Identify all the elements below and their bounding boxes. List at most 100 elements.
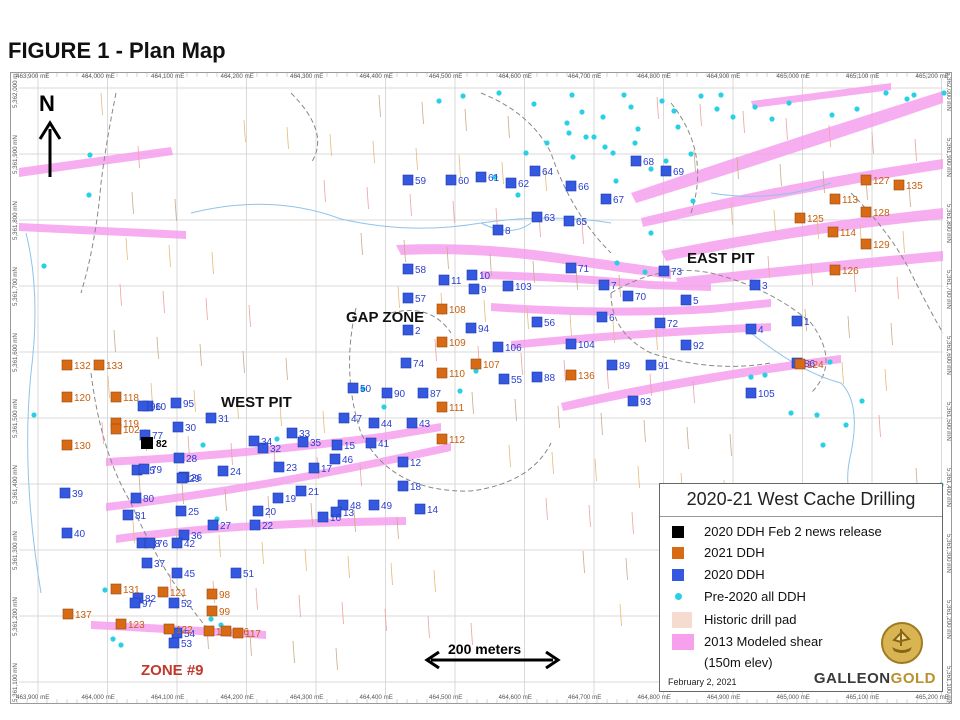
hole-marker bbox=[417, 387, 429, 399]
drill-trace bbox=[248, 304, 251, 328]
hole-marker bbox=[745, 387, 757, 399]
pre-2020-hole bbox=[496, 90, 502, 96]
area-label: ZONE #9 bbox=[141, 662, 204, 679]
easting-label: 464,700 mE bbox=[568, 73, 601, 80]
drill-hole-2020: 34 bbox=[248, 435, 273, 448]
hole-marker bbox=[168, 597, 180, 609]
drill-hole-2020: 67 bbox=[600, 193, 625, 206]
drill-trace bbox=[452, 200, 455, 224]
figure-title: FIGURE 1 - Plan Map bbox=[8, 38, 226, 63]
pre-2020-hole bbox=[829, 112, 835, 118]
hole-marker bbox=[475, 171, 487, 183]
hole-marker bbox=[630, 155, 642, 167]
drill-hole-2020: 90 bbox=[381, 387, 406, 400]
drill-hole-2020: 97 bbox=[129, 597, 154, 610]
hole-label: 126 bbox=[842, 266, 859, 277]
pre-2020-hole bbox=[883, 90, 889, 96]
pre-2020-hole bbox=[843, 422, 849, 428]
drill-hole-2020: 61 bbox=[475, 171, 500, 184]
pre-2020-hole bbox=[460, 93, 466, 99]
hole-marker bbox=[436, 336, 448, 348]
drill-hole-2021: 120 bbox=[61, 391, 91, 404]
drill-hole-2021: 128 bbox=[860, 206, 890, 219]
pre-2020-hole bbox=[671, 108, 677, 114]
hole-label: 128 bbox=[873, 208, 890, 219]
drill-trace bbox=[816, 216, 819, 240]
galleon-logo-icon bbox=[881, 622, 923, 664]
northing-label: 5,361,300 mN bbox=[12, 531, 19, 570]
hole-label: 108 bbox=[449, 305, 466, 316]
road-outline bbox=[390, 310, 452, 334]
hole-label: 60 bbox=[458, 176, 470, 187]
hole-label: 110 bbox=[449, 369, 465, 380]
drill-hole-2020: 62 bbox=[505, 177, 530, 190]
drill-hole-2020: 65 bbox=[563, 215, 588, 228]
drill-trace bbox=[773, 209, 776, 233]
map-canvas[interactable]: 463,900 mE 463,900 mE 464,000 mE 464,000 mE… bbox=[11, 73, 951, 703]
north-arrow-head bbox=[38, 120, 62, 140]
drill-trace bbox=[544, 168, 547, 192]
drill-trace bbox=[236, 396, 239, 420]
drill-trace bbox=[279, 403, 282, 427]
hole-marker bbox=[606, 359, 618, 371]
drill-hole-2021: 124 bbox=[794, 358, 824, 371]
drill-trace bbox=[890, 322, 893, 346]
stream-line bbox=[190, 203, 612, 229]
drill-trace bbox=[545, 497, 548, 521]
hole-label: 64 bbox=[542, 167, 554, 178]
drill-hole-2020: 39 bbox=[59, 487, 84, 500]
pre-2020-hole bbox=[648, 166, 654, 172]
northing-label: 5,361,900 mN bbox=[945, 138, 951, 177]
hole-label: 99 bbox=[219, 607, 231, 618]
drill-hole-2020: 105 bbox=[745, 387, 775, 400]
hole-label: 9 bbox=[481, 285, 487, 296]
drill-trace bbox=[841, 361, 844, 385]
hole-marker bbox=[654, 317, 666, 329]
hole-marker bbox=[470, 358, 482, 370]
plan-map[interactable]: 463,900 mE 463,900 mE 464,000 mE 464,000 mE… bbox=[10, 72, 952, 704]
hole-marker bbox=[794, 212, 806, 224]
pre-2020-hole bbox=[515, 192, 521, 198]
pre-2020-hole bbox=[564, 120, 570, 126]
pre-2020-hole bbox=[621, 92, 627, 98]
hole-marker bbox=[62, 608, 74, 620]
hole-marker bbox=[176, 472, 188, 484]
drill-hole-2020: 14 bbox=[414, 503, 439, 516]
pre-2020-hole bbox=[200, 442, 206, 448]
hole-label: 56 bbox=[544, 318, 556, 329]
pre-2020-hole bbox=[544, 140, 550, 146]
hole-label: 105 bbox=[758, 389, 775, 400]
pre-2020-hole bbox=[610, 150, 616, 156]
drill-trace bbox=[853, 269, 856, 293]
easting-label: 464,300 mE bbox=[290, 694, 323, 701]
hole-label: 19 bbox=[285, 494, 297, 505]
northing-label: 5,361,100 mN bbox=[945, 666, 951, 703]
drill-trace bbox=[779, 163, 782, 187]
hole-label: 121 bbox=[170, 588, 187, 599]
shear-band bbox=[631, 91, 943, 203]
hole-label: 12 bbox=[410, 458, 422, 469]
hole-label: 63 bbox=[544, 213, 556, 224]
drill-trace bbox=[656, 96, 659, 120]
hole-label: 40 bbox=[74, 529, 86, 540]
pre-2020-hole bbox=[591, 134, 597, 140]
drill-hole-2020: 92 bbox=[680, 339, 705, 352]
hole-label: 120 bbox=[74, 393, 91, 404]
hole-label: 41 bbox=[378, 439, 390, 450]
drill-hole-2020: 87 bbox=[417, 387, 442, 400]
drill-hole-2021: 127 bbox=[860, 174, 890, 187]
hole-label: 50 bbox=[360, 384, 372, 395]
hole-marker bbox=[207, 519, 219, 531]
drill-trace bbox=[113, 329, 116, 353]
drill-trace bbox=[156, 336, 159, 360]
drill-trace bbox=[637, 465, 640, 489]
drill-hole-2020: 58 bbox=[402, 263, 427, 276]
hole-marker bbox=[658, 265, 670, 277]
drill-trace bbox=[187, 435, 190, 459]
drill-trace bbox=[520, 352, 523, 376]
hole-marker bbox=[172, 421, 184, 433]
pre-2020-hole bbox=[569, 92, 575, 98]
drill-trace bbox=[403, 239, 406, 263]
hole-marker bbox=[130, 492, 142, 504]
